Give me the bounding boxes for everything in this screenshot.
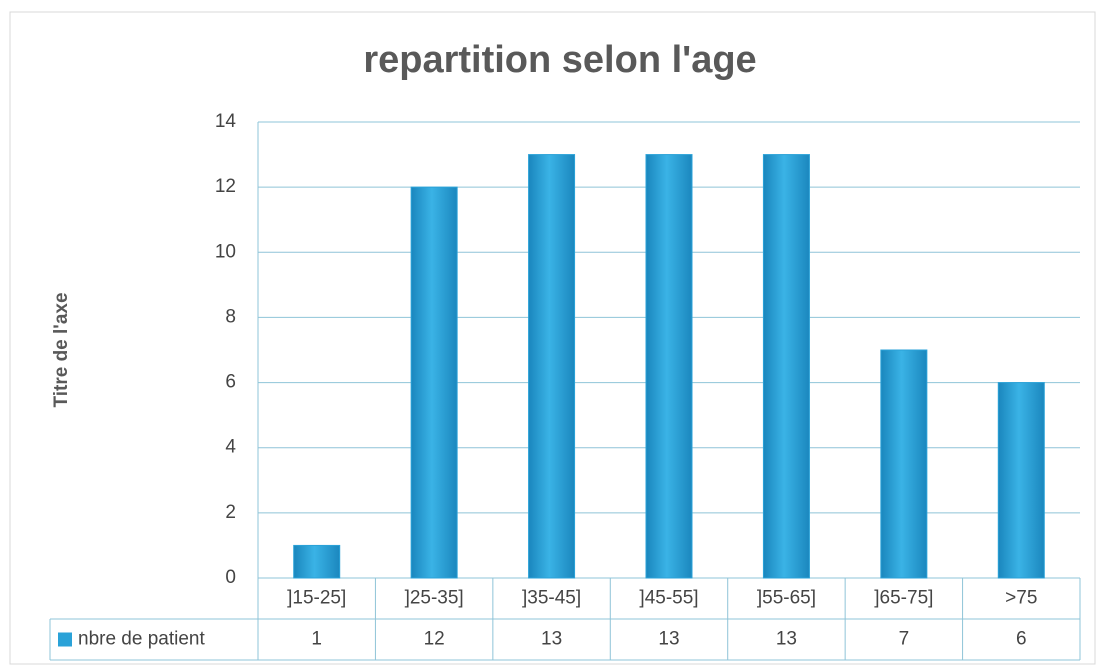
bar: [762, 154, 810, 579]
bar: [645, 154, 693, 579]
table-value: 6: [1016, 629, 1027, 650]
chart-title: repartition selon l'age: [363, 39, 756, 81]
chart-border: [9, 11, 1096, 665]
x-tick-label: ]15-25]: [287, 588, 346, 609]
y-tick-label: 4: [225, 437, 236, 458]
bar: [528, 154, 576, 579]
y-tick-label: 0: [225, 567, 236, 588]
x-tick-label: ]45-55]: [639, 588, 698, 609]
legend-label: nbre de patient: [78, 629, 205, 650]
y-tick-label: 8: [225, 306, 236, 327]
y-tick-label: 2: [225, 502, 236, 523]
bar: [410, 186, 458, 579]
x-tick-label: ]35-45]: [522, 588, 581, 609]
x-tick-label: ]25-35]: [405, 588, 464, 609]
bar: [997, 382, 1045, 579]
x-tick-label: ]65-75]: [874, 588, 933, 609]
y-axis-label: Titre de l'axe: [51, 292, 72, 407]
table-value: 12: [424, 629, 445, 650]
y-tick-label: 10: [215, 241, 236, 262]
table-value: 13: [776, 629, 797, 650]
table-value: 13: [541, 629, 562, 650]
y-tick-label: 12: [215, 176, 236, 197]
bar: [880, 349, 928, 579]
x-tick-label: >75: [1005, 588, 1037, 609]
x-tick-label: ]55-65]: [757, 588, 816, 609]
legend-swatch: [58, 632, 72, 647]
table-value: 13: [658, 629, 679, 650]
bar: [293, 544, 341, 579]
table-value: 7: [899, 629, 910, 650]
table-value: 1: [311, 629, 322, 650]
y-tick-label: 6: [225, 372, 236, 393]
y-tick-label: 14: [215, 111, 237, 132]
